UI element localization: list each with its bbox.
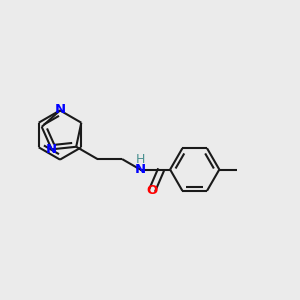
Text: O: O xyxy=(146,184,158,197)
Text: N: N xyxy=(46,143,57,156)
Text: N: N xyxy=(135,163,146,176)
Text: H: H xyxy=(136,152,146,166)
Text: N: N xyxy=(54,103,66,116)
